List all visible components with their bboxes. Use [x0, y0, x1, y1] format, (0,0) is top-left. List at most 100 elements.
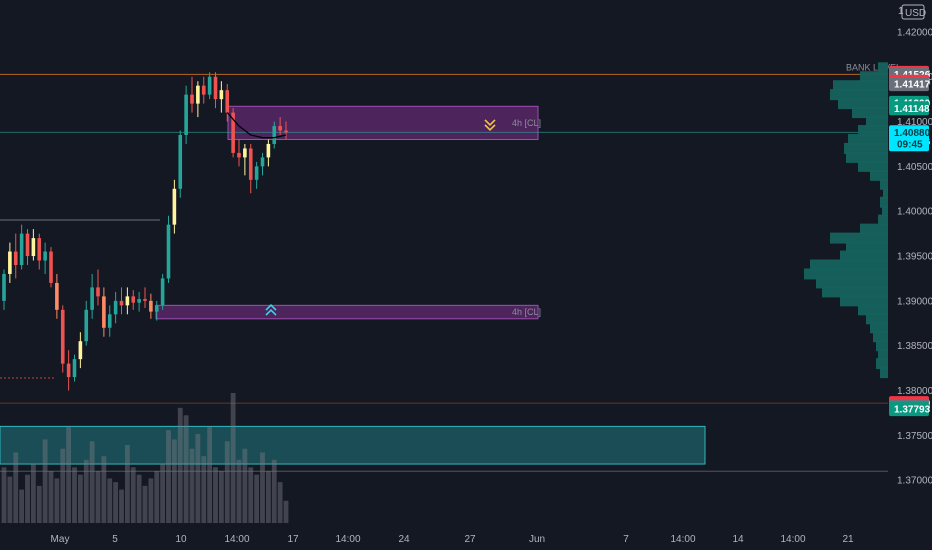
volume-profile-bar [880, 196, 888, 208]
volume-profile-bar [830, 89, 888, 101]
volume-bar [13, 452, 19, 523]
candle-body [125, 296, 130, 306]
candle-body [184, 94, 188, 135]
y-tick: 1.40000 [897, 207, 932, 218]
candle-body [96, 287, 100, 297]
x-tick: 14:00 [224, 534, 249, 545]
volume-bar [177, 407, 183, 523]
volume-profile-bar [838, 98, 888, 110]
candle-body [237, 152, 241, 158]
y-tick: 1.37000 [897, 476, 932, 487]
current-price-label: 1.40880 [894, 128, 931, 139]
volume-profile-bar [833, 80, 888, 92]
candle-body [31, 238, 36, 257]
volume-profile-bar [878, 214, 888, 226]
y-tick: 1.41000 [897, 117, 932, 128]
y-tick: 1.38500 [897, 341, 932, 352]
candle-body [66, 363, 71, 378]
candle-body [178, 135, 183, 189]
volume-bar [218, 471, 224, 523]
volume-bar [277, 482, 283, 523]
volume-profile-bar [866, 313, 888, 325]
candle-body [2, 273, 6, 301]
x-tick: May [51, 534, 70, 545]
x-tick: Jun [529, 534, 545, 545]
volume-bar [271, 459, 277, 523]
volume-bar [107, 478, 113, 523]
volume-profile-bar [830, 232, 888, 244]
candle-body [243, 148, 247, 158]
volume-profile-bar [822, 286, 888, 298]
candle-body [196, 85, 200, 104]
candle-body [284, 130, 288, 133]
countdown-label: 09:45 [897, 139, 923, 150]
price-tag [889, 101, 929, 116]
zone-arrow-2-1 [265, 308, 277, 316]
volume-profile-bar [873, 331, 888, 343]
volume-profile-bar [844, 142, 888, 154]
candle-body [119, 300, 124, 306]
y-tick: 1.40500 [897, 162, 932, 173]
volume-bar [66, 426, 72, 523]
volume-bar [260, 452, 265, 523]
x-tick: 7 [623, 534, 629, 545]
y-tick: 1.39500 [897, 252, 932, 263]
volume-bar [54, 478, 60, 523]
candle-body [19, 233, 24, 265]
zone-arrow-1-1 [484, 119, 496, 127]
volume-profile-bar [876, 340, 888, 352]
volume-bar [30, 463, 36, 523]
candle-body [143, 299, 147, 301]
candle-body [72, 359, 77, 378]
candle-body [207, 76, 212, 95]
candle-body [107, 314, 112, 328]
candle-body [260, 157, 265, 167]
volume-bar [119, 489, 124, 523]
volume-bar [195, 433, 201, 523]
volume-bar [124, 445, 130, 523]
volume-bar [60, 448, 66, 523]
volume-bar [95, 471, 101, 523]
candle-body [137, 299, 141, 303]
volume-bar [113, 482, 119, 523]
x-tick: 17 [287, 534, 299, 545]
price-tag-label: 1.41148 [894, 104, 930, 115]
volume-bar [189, 448, 195, 523]
volume-bar [254, 474, 260, 523]
candle-body [278, 126, 282, 131]
price-tag-label: 1.37793 [894, 405, 931, 416]
x-tick: 14 [732, 534, 744, 545]
support-zone [0, 425, 706, 465]
time-axis: May 5 10 14:00 17 14:00 24 27 Jun 7 14:00 14 14:00 21 [51, 534, 854, 545]
volume-profile-layer [804, 62, 888, 379]
volume-profile-bar [880, 178, 888, 190]
candle-body [84, 309, 89, 342]
volume-bar [89, 441, 95, 523]
volume-bar [207, 426, 213, 523]
volume-profile-bar [810, 259, 888, 271]
volume-profile-bar [878, 349, 888, 361]
candle-body [113, 300, 118, 315]
volume-profile-bar [840, 250, 888, 262]
candle-body [231, 112, 235, 153]
candles-layer [2, 72, 288, 391]
candle-body [166, 224, 171, 279]
volume-profile-bar [860, 223, 888, 235]
volume-bar [19, 489, 25, 523]
volume-bar [25, 474, 30, 523]
currency-button[interactable] [901, 4, 925, 20]
volume-bar [83, 459, 89, 523]
zone-label-1: 4h [CL] [512, 118, 541, 128]
zone-label-2: 4h [CL] [512, 307, 541, 317]
volume-bar [213, 467, 218, 523]
volume-bar [248, 467, 254, 523]
candle-body [149, 300, 153, 312]
candle-body [90, 287, 94, 310]
candle-body [55, 282, 59, 310]
currency-prefix: 1 [898, 6, 904, 17]
x-tick: 5 [112, 534, 118, 545]
y-tick: 1.38000 [897, 386, 932, 397]
candle-body [201, 85, 206, 95]
